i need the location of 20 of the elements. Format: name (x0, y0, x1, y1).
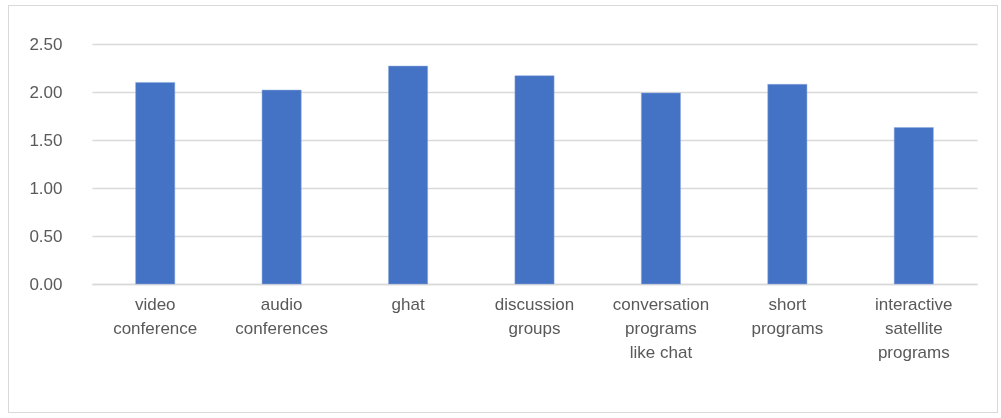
x-tick-label: ghat (391, 294, 425, 314)
bar (893, 127, 934, 285)
y-tick-label: 0.00 (29, 274, 63, 294)
x-tick-label: discussion groups (494, 294, 575, 338)
y-tick-label: 2.00 (29, 82, 63, 102)
y-tick-label: 0.50 (29, 226, 63, 246)
x-tick-label: video conference (113, 294, 198, 338)
y-tick-label: 2.50 (29, 34, 63, 54)
x-tick-label: short programs (751, 294, 824, 338)
bar (767, 84, 808, 285)
y-tick-label: 1.00 (29, 178, 63, 198)
x-tick-label: interactive satellite programs (875, 294, 953, 362)
y-tick-label: 1.50 (29, 130, 63, 150)
bar (261, 89, 302, 285)
bar (514, 75, 555, 285)
bar (641, 92, 681, 285)
x-tick-label: audio conferences (235, 294, 328, 338)
bar (388, 65, 428, 285)
bar (135, 82, 176, 285)
x-tick-label: conversation programs like chat (612, 294, 710, 362)
